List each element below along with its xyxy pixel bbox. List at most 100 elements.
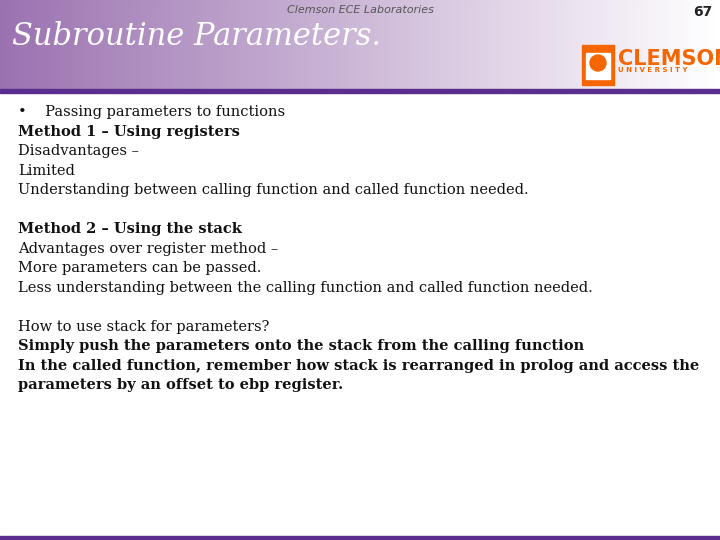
Bar [475,0,479,89]
Bar [302,0,306,89]
Bar [582,45,614,85]
Bar [355,0,359,89]
Bar [634,0,637,89]
Bar [22,0,25,89]
Bar [487,0,490,89]
Bar [117,0,121,89]
Bar [703,0,706,89]
Bar [12,0,15,89]
Bar [319,0,323,89]
Bar [48,0,51,89]
Bar [163,0,166,89]
Bar [643,0,647,89]
Bar [276,0,279,89]
Bar [194,0,198,89]
Bar [711,0,714,89]
Bar [557,0,560,89]
Bar [418,0,421,89]
Bar [497,0,500,89]
Bar [387,0,390,89]
Bar [0,89,720,93]
Bar [264,0,267,89]
Bar [523,0,526,89]
Bar [545,0,548,89]
Bar [509,0,512,89]
Bar [425,0,428,89]
Bar [305,0,308,89]
Bar [610,0,613,89]
Bar [547,0,551,89]
Bar [120,0,123,89]
Bar [317,0,320,89]
Bar [482,0,486,89]
Bar [245,0,248,89]
Bar [670,0,673,89]
Bar [19,0,22,89]
Bar [358,0,361,89]
Text: Limited: Limited [18,164,75,178]
Bar [209,0,212,89]
Text: Advantages over register method –: Advantages over register method – [18,241,278,255]
Bar [629,0,632,89]
Bar [269,0,272,89]
Bar [235,0,238,89]
Text: •    Passing parameters to functions: • Passing parameters to functions [18,105,285,119]
Bar [348,0,351,89]
Bar [552,0,555,89]
Bar [293,0,296,89]
Bar [394,0,397,89]
Bar [173,0,176,89]
Bar [336,0,339,89]
Bar [144,0,148,89]
Bar [415,0,418,89]
Bar [657,0,661,89]
Bar [653,0,656,89]
Bar [353,0,356,89]
Bar [360,0,364,89]
Bar [297,0,301,89]
Bar [204,0,207,89]
Bar [266,0,270,89]
Text: Less understanding between the calling function and called function needed.: Less understanding between the calling f… [18,281,593,295]
Bar [480,0,483,89]
Bar [34,0,37,89]
Bar [698,0,702,89]
Bar [252,0,256,89]
Bar [456,0,459,89]
Bar [533,0,536,89]
Bar [168,0,171,89]
Bar [130,0,133,89]
Bar [398,0,402,89]
Bar [233,0,236,89]
Bar [578,0,582,89]
Bar [84,0,87,89]
Bar [122,0,126,89]
Bar [662,0,666,89]
Bar [540,0,544,89]
Bar [626,0,630,89]
Bar [60,0,63,89]
Bar [91,0,94,89]
Bar [715,0,719,89]
Bar [250,0,253,89]
Bar [228,0,231,89]
Bar [430,0,433,89]
Bar [254,0,258,89]
Bar [706,0,709,89]
Bar [569,0,572,89]
Bar [72,0,76,89]
Bar [562,0,565,89]
Bar [137,0,140,89]
Bar [329,0,332,89]
Bar [605,0,608,89]
Text: Simply push the parameters onto the stack from the calling function: Simply push the parameters onto the stac… [18,339,584,353]
Bar [0,536,720,540]
Bar [377,0,380,89]
Bar [405,0,409,89]
Bar [178,0,181,89]
Bar [528,0,531,89]
Bar [513,0,517,89]
Bar [142,0,145,89]
Bar [108,0,112,89]
Bar [96,0,99,89]
